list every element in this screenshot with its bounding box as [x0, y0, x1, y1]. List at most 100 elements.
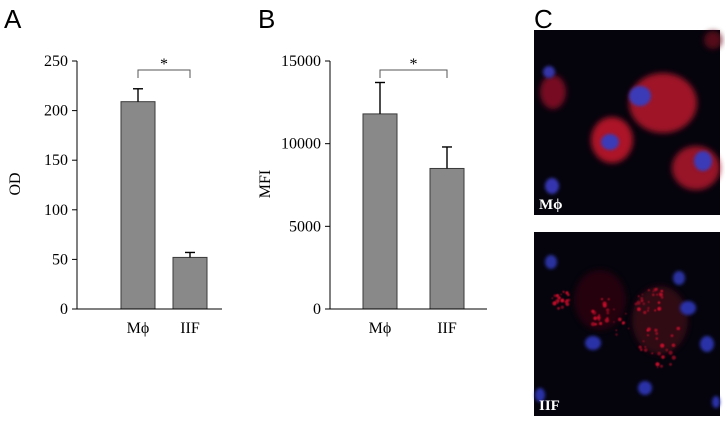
- micrograph-iif-speck: [646, 329, 649, 332]
- chart-b-significance-label: *: [410, 56, 418, 73]
- cell-nucleus: [543, 66, 555, 78]
- chart-b-xticks: Mϕ IIF: [369, 320, 457, 337]
- micrograph-iif-speck: [647, 289, 650, 292]
- micrograph-iif-speck: [643, 310, 647, 315]
- cell-nucleus: [545, 255, 557, 269]
- micrograph-iif-speck: [652, 290, 655, 293]
- micrograph-iif-speck: [554, 301, 556, 304]
- micrograph-mphi: Mϕ: [534, 30, 722, 215]
- micrograph-iif-speck: [613, 321, 615, 323]
- micrograph-iif-speck: [622, 321, 625, 325]
- micrograph-iif-speck: [600, 298, 604, 301]
- micrograph-iif-speck: [642, 302, 646, 306]
- micrograph-iif-speck: [567, 293, 570, 297]
- micrograph-iif-background: [534, 232, 720, 416]
- micrograph-iif-speck: [655, 332, 659, 335]
- cell-nucleus: [700, 336, 714, 352]
- cell-nucleus: [535, 388, 545, 402]
- micrograph-iif-speck: [657, 351, 661, 356]
- micrograph-iif-speck: [604, 318, 610, 323]
- chart-a-ytick-label: 100: [44, 202, 68, 219]
- cell-cytoplasm: [672, 146, 720, 190]
- micrograph-iif-speck: [599, 321, 603, 326]
- micrograph-iif-speck: [654, 309, 657, 312]
- micrograph-iif-speck: [557, 296, 561, 300]
- micrograph-iif-speck: [636, 300, 641, 305]
- micrograph-iif-speck: [659, 292, 663, 297]
- micrograph-iif-speck: [657, 301, 661, 304]
- micrograph-iif-speck: [660, 343, 665, 348]
- chart-b-ytick-label: 0: [313, 301, 321, 318]
- micrograph-iif-speck: [638, 345, 642, 349]
- micrograph-iif-speck: [551, 297, 554, 300]
- chart-b-significance-bracket: [379, 69, 448, 78]
- micrograph-iif-speck: [641, 293, 644, 296]
- cell-nucleus: [638, 381, 652, 395]
- micrograph-iif-speck: [640, 297, 644, 300]
- cell-nucleus: [712, 396, 720, 408]
- cell-nucleus: [545, 178, 559, 194]
- micrograph-iif-speck: [564, 300, 567, 303]
- micrograph-iif-speck: [560, 298, 565, 303]
- cell-cytoplasm: [632, 286, 688, 354]
- panel-letter-b: B: [258, 4, 275, 34]
- micrograph-iif-speck: [642, 340, 645, 343]
- chart-a-od: OD 0 50 100 150 200 250 * Mϕ IIF: [7, 53, 222, 337]
- chart-a-yticks: 0 50 100 150 200 250: [44, 53, 68, 318]
- micrograph-iif-speck: [593, 316, 598, 321]
- micrograph-iif: IIF: [534, 232, 720, 416]
- chart-a-bar: [172, 256, 208, 310]
- micrograph-iif-speck: [565, 302, 570, 306]
- micrograph-iif-speck: [553, 294, 557, 298]
- micrograph-iif-speck: [615, 333, 618, 336]
- chart-a-ytick-label: 150: [44, 152, 68, 169]
- chart-b-xtick-label: Mϕ: [369, 320, 392, 337]
- micrograph-iif-speck: [591, 309, 595, 313]
- chart-a-xticks: Mϕ IIF: [127, 320, 200, 337]
- micrograph-iif-speck: [644, 348, 648, 352]
- micrograph-iif-speck: [602, 303, 607, 308]
- micrograph-iif-speck: [661, 355, 665, 359]
- chart-b-bar: [362, 113, 398, 310]
- chart-a-ytick-label: 250: [44, 53, 68, 70]
- micrograph-iif-speck: [555, 294, 559, 297]
- micrograph-iif-speck: [656, 366, 659, 369]
- chart-a-xtick-label: IIF: [180, 320, 200, 337]
- chart-a-ytick-label: 0: [60, 301, 68, 318]
- chart-b-mfi: MFI 0 5000 10000 15000 * Mϕ IIF: [257, 53, 487, 337]
- chart-b-bars: [362, 81, 465, 310]
- micrograph-iif-speck: [647, 307, 650, 310]
- panel-letter-a: A: [4, 4, 22, 34]
- cell-nucleus: [680, 301, 696, 315]
- micrograph-iif-speck: [625, 312, 627, 315]
- micrograph-iif-speck: [557, 307, 560, 310]
- cell-cytoplasm: [540, 75, 566, 109]
- cell-cytoplasm: [704, 31, 722, 49]
- micrograph-iif-specks: [551, 287, 681, 369]
- micrograph-iif-speck: [594, 322, 597, 326]
- micrograph-iif-speck: [676, 326, 681, 331]
- micrograph-iif-speck: [647, 309, 649, 312]
- micrograph-iif-speck: [671, 355, 676, 360]
- micrograph-iif-speck: [637, 307, 641, 312]
- micrograph-iif-speck: [653, 288, 657, 292]
- cell-nucleus: [629, 86, 651, 106]
- micrograph-iif-speck: [639, 348, 643, 351]
- micrograph-iif-speck: [671, 343, 676, 348]
- cell-nucleus: [673, 271, 685, 285]
- micrograph-iif-speck: [644, 346, 647, 348]
- micrograph-iif-speck: [560, 293, 562, 296]
- micrograph-iif-speck: [654, 328, 658, 332]
- chart-b-significance: *: [379, 56, 448, 78]
- chart-b-axes: [325, 60, 487, 310]
- micrograph-iif-speck: [655, 337, 659, 340]
- chart-a-axes: [72, 60, 222, 310]
- micrograph-iif-speck: [618, 317, 622, 322]
- micrograph-iif-speck: [660, 289, 664, 293]
- chart-a-ytick-label: 200: [44, 103, 68, 120]
- chart-a-ylabel: OD: [7, 172, 24, 195]
- micrograph-iif-cells: [535, 255, 720, 408]
- micrograph-mphi-cells: [540, 31, 722, 194]
- micrograph-iif-speck: [591, 322, 595, 327]
